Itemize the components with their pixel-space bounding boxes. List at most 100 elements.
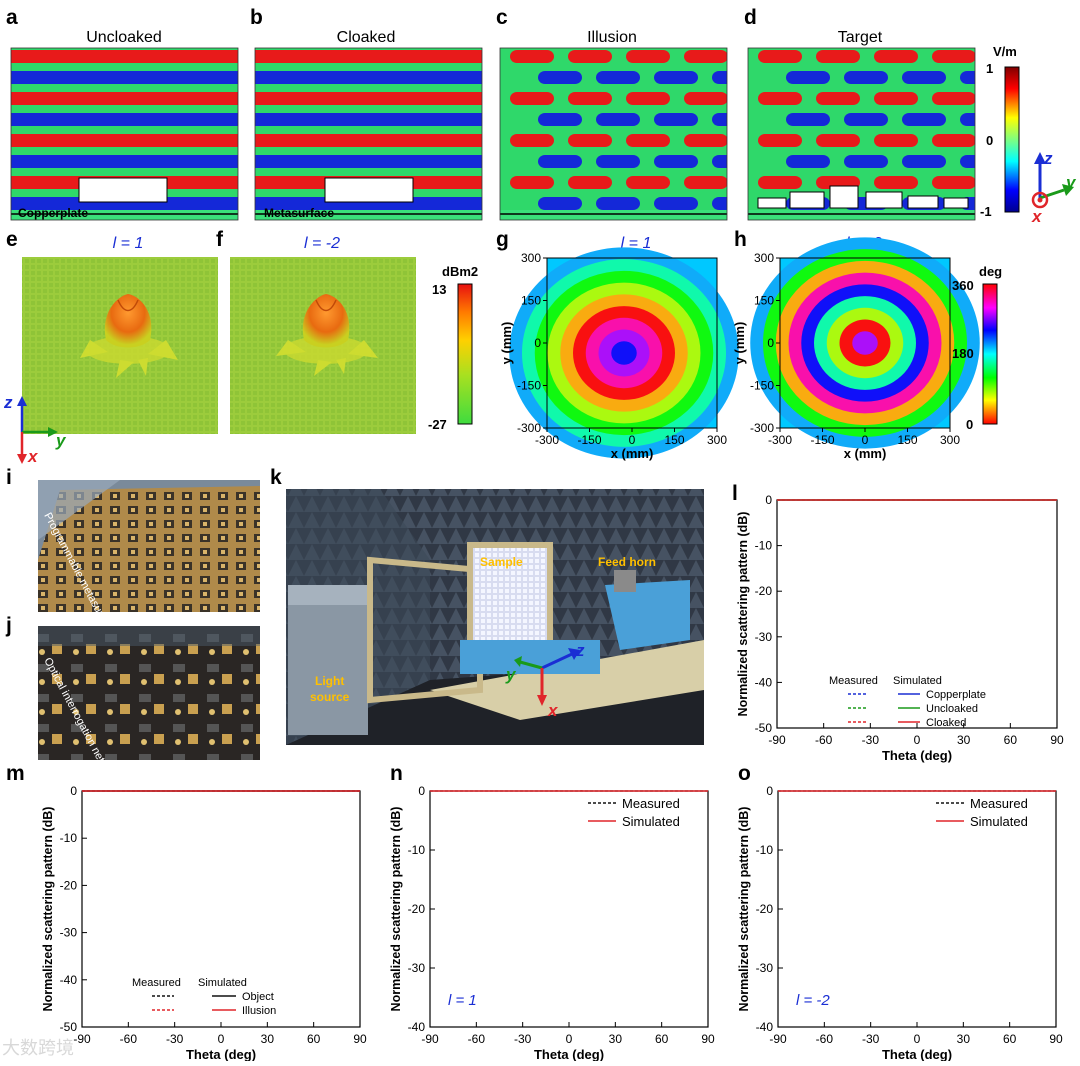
ylabel-o: Normalized scattering pattern (dB) [737,807,751,1012]
phase-colorbar-mid: 180 [952,346,974,361]
phase-map-l1 [509,247,739,458]
phase-map-l-2 [750,237,980,448]
rcs-axis-z: z [3,393,13,412]
ytick-label-o: -40 [756,1020,774,1034]
phase-colorbar [983,284,997,424]
field-colorbar [1005,67,1019,212]
panel-letter-f: f [216,228,224,251]
panel-letter-l: l [732,482,738,505]
ytick-label-l: -40 [755,675,773,689]
legend-label-Measured-l-2: Measured [970,796,1028,811]
phase-xtick-label-h: -300 [768,433,792,447]
caption-metasurface: Metasurface [264,206,334,220]
xtick-label-n: 60 [655,1032,669,1046]
field-colorbar-max: 1 [986,61,993,76]
xtick-label-n: 90 [701,1032,715,1046]
phase-xlabel-h: x (mm) [844,446,887,461]
photo-measurement-setup: Sample Feed horn Light source z y x [286,489,704,745]
xtick-label-n: -90 [421,1032,439,1046]
xtick-label-o: 30 [957,1032,971,1046]
panel-letter-k: k [270,466,282,489]
ytick-label-o: 0 [766,784,773,798]
phase-xlabel-g: x (mm) [611,446,654,461]
ytick-label-o: -20 [756,902,774,916]
xtick-label-n: -30 [514,1032,532,1046]
field-panels [0,48,1004,220]
photo-k-light: Light [315,674,344,688]
ytick-label-o: -30 [756,961,774,975]
phase-ytick-label-g: 150 [521,294,541,308]
ytick-label-m: -40 [60,973,78,987]
legend-label-Simulated-l-2: Simulated [970,814,1028,829]
photo-programmable-metasurface: Programmable metasurface [38,480,260,636]
phase-xtick-label-g: -300 [535,433,559,447]
field-axis-x: x [1031,207,1043,226]
xtick-label-l: 0 [914,733,921,747]
caption-copperplate: Copperplate [18,206,88,220]
legend-label-Uncloaked: Uncloaked [926,703,978,715]
ytick-label-l: -30 [755,630,773,644]
legend-label-Illusion: Illusion [242,1005,276,1017]
ytick-label-n: -20 [408,902,426,916]
ylabel-m: Normalized scattering pattern (dB) [41,807,55,1012]
photo-k-axis-y: y [505,665,517,684]
photo-k-axis-x: x [547,701,559,720]
field-panel-target [748,48,1004,220]
phase-xtick-label-g: 150 [664,433,684,447]
xtick-label-l: 60 [1004,733,1018,747]
phase-colorbar-max: 360 [952,278,974,293]
field-title-target: Target [838,29,883,46]
xtick-label-l: 30 [957,733,971,747]
ytick-label-l: -20 [755,584,773,598]
phase-ytick-label-h: -150 [750,379,774,393]
phase-ylabel-g: y (mm) [499,322,514,365]
phase-xtick-label-g: 300 [707,433,727,447]
ytick-label-l: -50 [755,721,773,735]
phase-xtick-label-h: 150 [897,433,917,447]
phase-xtick-label-g: 0 [629,433,636,447]
ytick-label-m: -20 [60,878,78,892]
legend-label-Copperplate: Copperplate [926,689,986,701]
rcs-panel-l-2 [230,257,416,434]
field-panel-cloaked [235,48,502,220]
ytick-label-m: -50 [60,1020,78,1034]
phase-ytick-label-h: 150 [754,294,774,308]
field-colorbar-mid: 0 [986,133,993,148]
panel-letter-i: i [6,466,12,489]
phase-ylabel-h: y (mm) [732,322,747,365]
ylabel-n: Normalized scattering pattern (dB) [389,807,403,1012]
xtick-label-m: -60 [120,1032,138,1046]
ylabel-l: Normalized scattering pattern (dB) [736,512,750,717]
xtick-label-m: 90 [353,1032,367,1046]
photo-k-feed-horn: Feed horn [598,555,656,569]
field-axis-triad: z y x [1031,149,1077,226]
xtick-label-o: -30 [862,1032,880,1046]
photo-optical-networks: Optical interrogation networks [38,626,260,790]
panel-letter-a: a [6,6,18,29]
chart-frame-m [82,791,360,1027]
field-axis-y: y [1065,173,1077,192]
legend-header-measured-m: Measured [132,977,181,989]
phase-colorbar-min: 0 [966,417,973,432]
rcs-axis-y: y [55,431,67,450]
xtick-label-n: 0 [566,1032,573,1046]
ytick-label-n: 0 [418,784,425,798]
legend-header-simulated-m: Simulated [198,977,247,989]
rcs-panel-l1 [22,257,218,434]
xtick-label-n: -60 [468,1032,486,1046]
legend-header-simulated-l: Simulated [893,675,942,687]
legend-label-Measured-l1: Measured [622,796,680,811]
panel-letter-d: d [744,6,757,29]
phase-xtick-label-h: 0 [862,433,869,447]
ytick-label-m: 0 [70,784,77,798]
phase-ytick-label-g: 0 [534,336,541,350]
panel-letter-b: b [250,6,263,29]
phase-ytick-label-h: -300 [750,421,774,435]
field-panel-illusion [500,48,756,220]
field-title-cloaked: Cloaked [337,29,396,46]
xtick-label-m: 30 [261,1032,275,1046]
ytick-label-l: -10 [755,539,773,553]
